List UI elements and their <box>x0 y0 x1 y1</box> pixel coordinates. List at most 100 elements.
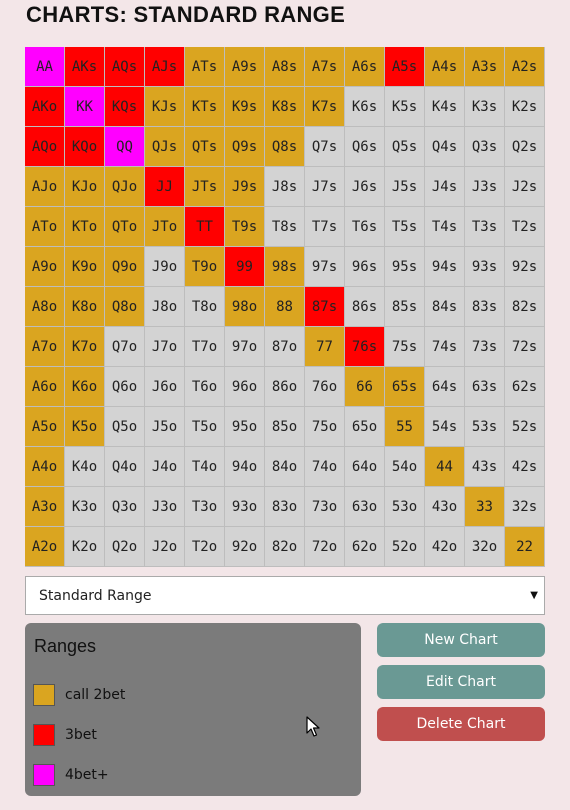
hand-cell[interactable]: Q5s <box>385 127 425 167</box>
hand-cell[interactable]: T7o <box>185 327 225 367</box>
hand-cell[interactable]: K4s <box>425 87 465 127</box>
hand-cell[interactable]: Q6s <box>345 127 385 167</box>
hand-cell[interactable]: K9s <box>225 87 265 127</box>
hand-cell[interactable]: QQ <box>105 127 145 167</box>
new-chart-button[interactable]: New Chart <box>377 623 545 657</box>
hand-cell[interactable]: 85s <box>385 287 425 327</box>
hand-cell[interactable]: 43s <box>465 447 505 487</box>
hand-cell[interactable]: KTo <box>65 207 105 247</box>
hand-cell[interactable]: K2o <box>65 527 105 567</box>
hand-cell[interactable]: 85o <box>265 407 305 447</box>
hand-cell[interactable]: AA <box>25 47 65 87</box>
hand-cell[interactable]: QJo <box>105 167 145 207</box>
hand-cell[interactable]: A4o <box>25 447 65 487</box>
hand-cell[interactable]: 95s <box>385 247 425 287</box>
hand-cell[interactable]: 93o <box>225 487 265 527</box>
hand-cell[interactable]: T8s <box>265 207 305 247</box>
hand-cell[interactable]: 75s <box>385 327 425 367</box>
hand-cell[interactable]: K7o <box>65 327 105 367</box>
hand-cell[interactable]: 43o <box>425 487 465 527</box>
hand-cell[interactable]: 73s <box>465 327 505 367</box>
hand-cell[interactable]: 32o <box>465 527 505 567</box>
hand-cell[interactable]: J4o <box>145 447 185 487</box>
hand-cell[interactable]: 94s <box>425 247 465 287</box>
hand-cell[interactable]: 98s <box>265 247 305 287</box>
hand-cell[interactable]: Q9o <box>105 247 145 287</box>
hand-cell[interactable]: A8s <box>265 47 305 87</box>
hand-cell[interactable]: 86s <box>345 287 385 327</box>
hand-cell[interactable]: A5s <box>385 47 425 87</box>
hand-cell[interactable]: J5s <box>385 167 425 207</box>
hand-cell[interactable]: A9s <box>225 47 265 87</box>
hand-cell[interactable]: 86o <box>265 367 305 407</box>
hand-cell[interactable]: A8o <box>25 287 65 327</box>
hand-cell[interactable]: J9o <box>145 247 185 287</box>
hand-cell[interactable]: T4s <box>425 207 465 247</box>
hand-cell[interactable]: 44 <box>425 447 465 487</box>
range-select-dropdown[interactable]: Standard Range ▼ <box>25 576 545 615</box>
hand-cell[interactable]: A9o <box>25 247 65 287</box>
hand-cell[interactable]: J3s <box>465 167 505 207</box>
hand-cell[interactable]: QJs <box>145 127 185 167</box>
hand-cell[interactable]: K7s <box>305 87 345 127</box>
hand-cell[interactable]: 65s <box>385 367 425 407</box>
hand-cell[interactable]: Q3o <box>105 487 145 527</box>
hand-cell[interactable]: 73o <box>305 487 345 527</box>
hand-cell[interactable]: K6o <box>65 367 105 407</box>
hand-cell[interactable]: A2s <box>505 47 545 87</box>
hand-cell[interactable]: A4s <box>425 47 465 87</box>
hand-cell[interactable]: 62s <box>505 367 545 407</box>
hand-cell[interactable]: JTs <box>185 167 225 207</box>
hand-cell[interactable]: T9s <box>225 207 265 247</box>
hand-cell[interactable]: J5o <box>145 407 185 447</box>
hand-cell[interactable]: 63o <box>345 487 385 527</box>
hand-cell[interactable]: 88 <box>265 287 305 327</box>
hand-cell[interactable]: 98o <box>225 287 265 327</box>
hand-cell[interactable]: KQs <box>105 87 145 127</box>
hand-cell[interactable]: K8o <box>65 287 105 327</box>
hand-cell[interactable]: T6s <box>345 207 385 247</box>
hand-cell[interactable]: 87s <box>305 287 345 327</box>
hand-cell[interactable]: 92s <box>505 247 545 287</box>
hand-cell[interactable]: K3o <box>65 487 105 527</box>
hand-cell[interactable]: T6o <box>185 367 225 407</box>
hand-cell[interactable]: J2o <box>145 527 185 567</box>
hand-cell[interactable]: KJs <box>145 87 185 127</box>
hand-cell[interactable]: 52o <box>385 527 425 567</box>
hand-cell[interactable]: 97o <box>225 327 265 367</box>
hand-cell[interactable]: K4o <box>65 447 105 487</box>
hand-cell[interactable]: Q4s <box>425 127 465 167</box>
hand-cell[interactable]: 76o <box>305 367 345 407</box>
hand-cell[interactable]: 32s <box>505 487 545 527</box>
hand-cell[interactable]: K5s <box>385 87 425 127</box>
hand-cell[interactable]: 53s <box>465 407 505 447</box>
hand-cell[interactable]: 33 <box>465 487 505 527</box>
hand-cell[interactable]: J2s <box>505 167 545 207</box>
hand-cell[interactable]: 95o <box>225 407 265 447</box>
hand-cell[interactable]: 74s <box>425 327 465 367</box>
hand-cell[interactable]: KQo <box>65 127 105 167</box>
hand-cell[interactable]: T7s <box>305 207 345 247</box>
hand-cell[interactable]: 42o <box>425 527 465 567</box>
hand-cell[interactable]: J3o <box>145 487 185 527</box>
hand-cell[interactable]: J6o <box>145 367 185 407</box>
hand-cell[interactable]: QTs <box>185 127 225 167</box>
hand-cell[interactable]: 93s <box>465 247 505 287</box>
hand-cell[interactable]: 96o <box>225 367 265 407</box>
delete-chart-button[interactable]: Delete Chart <box>377 707 545 741</box>
hand-cell[interactable]: 92o <box>225 527 265 567</box>
hand-cell[interactable]: J7s <box>305 167 345 207</box>
hand-cell[interactable]: T8o <box>185 287 225 327</box>
hand-cell[interactable]: 42s <box>505 447 545 487</box>
hand-cell[interactable]: J8o <box>145 287 185 327</box>
hand-cell[interactable]: Q8s <box>265 127 305 167</box>
hand-cell[interactable]: A5o <box>25 407 65 447</box>
hand-cell[interactable]: 52s <box>505 407 545 447</box>
hand-cell[interactable]: 82o <box>265 527 305 567</box>
hand-cell[interactable]: T2s <box>505 207 545 247</box>
hand-cell[interactable]: Q3s <box>465 127 505 167</box>
hand-cell[interactable]: KTs <box>185 87 225 127</box>
hand-cell[interactable]: A6o <box>25 367 65 407</box>
hand-cell[interactable]: J9s <box>225 167 265 207</box>
hand-cell[interactable]: 64o <box>345 447 385 487</box>
